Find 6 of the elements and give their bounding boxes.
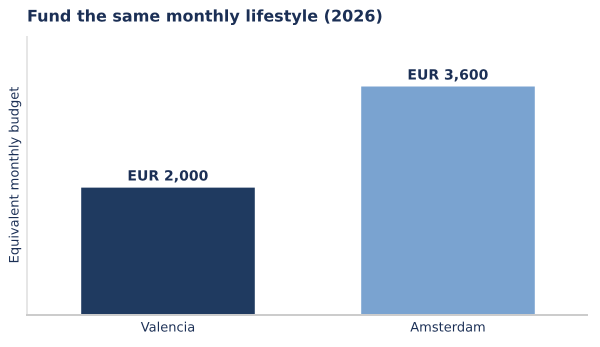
x-tick-label: Amsterdam bbox=[410, 320, 486, 336]
data-label: EUR 3,600 bbox=[407, 68, 489, 84]
data-label: EUR 2,000 bbox=[127, 168, 209, 185]
y-axis-title: Equivalent monthly budget bbox=[8, 86, 23, 264]
x-tick-label: Valencia bbox=[140, 320, 196, 336]
chart-title: Fund the same monthly lifestyle (2026) bbox=[27, 6, 383, 26]
